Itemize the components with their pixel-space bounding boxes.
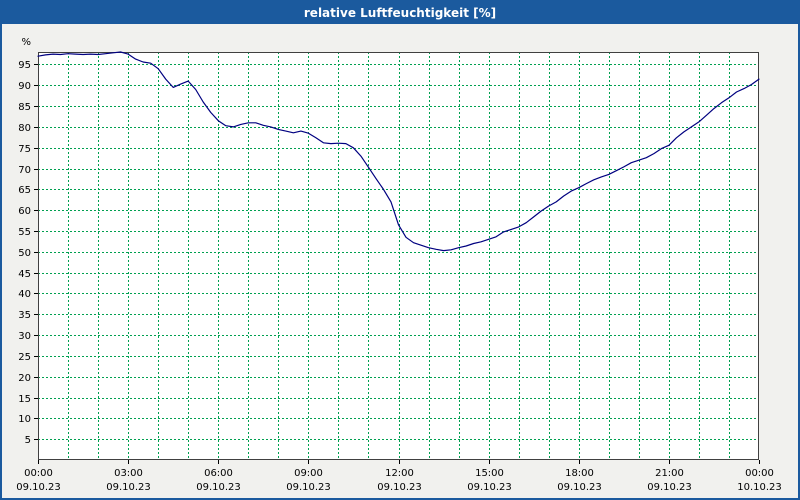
y-axis-tick-label: 30 — [18, 331, 31, 342]
y-axis-tick-label: 5 — [25, 435, 31, 446]
y-axis-tick-label: 55 — [18, 227, 31, 238]
y-axis-tick-label: 35 — [18, 310, 31, 321]
y-axis-tick-label: 50 — [18, 248, 31, 259]
humidity-series-line — [37, 51, 760, 252]
y-axis-tick-label: 65 — [18, 185, 31, 196]
y-axis-tick-label: 90 — [18, 81, 31, 92]
x-axis-time-label: 00:00 — [24, 468, 53, 479]
x-axis-date-label: 09.10.23 — [16, 482, 61, 493]
x-axis-time-label: 06:00 — [204, 468, 233, 479]
x-axis-time-label: 15:00 — [475, 468, 504, 479]
x-axis-date-label: 09.10.23 — [377, 482, 422, 493]
x-axis-date-label: 09.10.23 — [286, 482, 331, 493]
x-axis-time-label: 12:00 — [385, 468, 414, 479]
chart-title-bar: relative Luftfeuchtigkeit [%] — [2, 2, 798, 24]
x-axis-date-label: 09.10.23 — [196, 482, 241, 493]
x-axis-date-label: 09.10.23 — [467, 482, 512, 493]
x-axis-time-label: 18:00 — [565, 468, 594, 479]
x-axis-time-label: 03:00 — [114, 468, 143, 479]
y-axis-tick-label: 70 — [18, 165, 31, 176]
x-axis-time-label: 09:00 — [294, 468, 323, 479]
y-axis-tick-label: 40 — [18, 289, 31, 300]
x-axis-date-label: 09.10.23 — [106, 482, 151, 493]
humidity-line-chart: 5 10 15 20 25 30 35 40 45 50 55 60 65 70 75 80 85 90 95% 00… — [16, 37, 782, 493]
y-axis-unit-label: % — [21, 37, 31, 48]
y-axis-tick-label: 45 — [18, 269, 31, 280]
y-axis-tick-label: 85 — [18, 102, 31, 113]
x-axis-date-label: 09.10.23 — [557, 482, 602, 493]
x-axis-time-label: 21:00 — [655, 468, 684, 479]
y-axis-tick-label: 80 — [18, 123, 31, 134]
y-axis-tick-label: 15 — [18, 394, 31, 405]
x-axis-date-label: 09.10.23 — [647, 482, 692, 493]
x-axis-date-label: 10.10.23 — [737, 482, 782, 493]
y-axis-tick-label: 25 — [18, 352, 31, 363]
y-axis-tick-label: 20 — [18, 373, 31, 384]
y-axis-tick-label: 75 — [18, 144, 31, 155]
y-axis-tick-label: 60 — [18, 206, 31, 217]
y-axis-tick-label: 10 — [18, 414, 31, 425]
y-axis-tick-label: 95 — [18, 60, 31, 71]
chart-container: 5 10 15 20 25 30 35 40 45 50 55 60 65 70 75 80 85 90 95% 00… — [2, 24, 798, 498]
plot-border — [38, 52, 759, 460]
x-axis-time-label: 00:00 — [745, 468, 774, 479]
